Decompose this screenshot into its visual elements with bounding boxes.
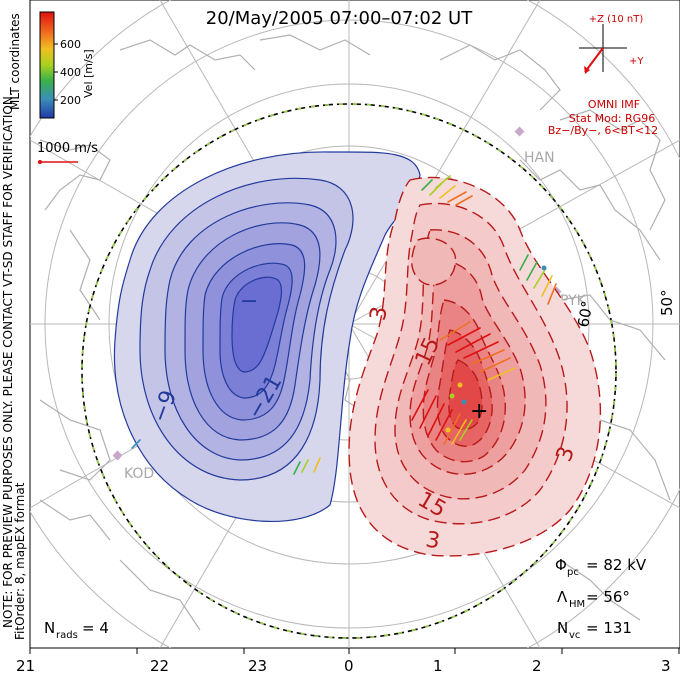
mlt-tick-23: 23 (248, 657, 267, 674)
imf-bz-label: +Z (10 nT) (589, 14, 644, 25)
nrads-stat: N rads = 4 (44, 619, 109, 641)
svg-text:= 131: = 131 (586, 619, 632, 637)
colorbar-label: Vel [m/s] (82, 49, 95, 98)
coordinates-label: MLT coordinates (8, 13, 22, 110)
imf-by-label: +Y (629, 56, 644, 67)
pos-maximum-label: + (470, 399, 488, 424)
svg-text:= 4: = 4 (82, 619, 109, 637)
svg-text:pc: pc (567, 567, 579, 578)
svg-text:HM: HM (569, 599, 585, 610)
colorbar-tick-400: 400 (60, 66, 81, 79)
colorbar (39, 11, 58, 119)
imf-vector-arrowhead (584, 66, 590, 74)
mlt-tick-0: 0 (344, 657, 354, 674)
svg-text:= 56°: = 56° (586, 588, 630, 606)
coastlines (39, 34, 671, 631)
colorbar-tick-600: 600 (60, 38, 81, 51)
imf-condition: Bz−/By−, 6<BT<12 (548, 124, 658, 137)
phi-pc-stat: Φ pc = 82 kV (555, 556, 647, 578)
pos-contour-label-3a: 3 (366, 305, 393, 323)
station-label-han: HAN (524, 150, 555, 166)
pos-contour-label-3c: 3 (424, 527, 442, 554)
lat-label-60: 60° (574, 299, 596, 328)
svg-text:Λ: Λ (557, 588, 568, 606)
svg-text:N: N (44, 619, 55, 637)
neg-minimum-label: − (240, 289, 258, 314)
lambda-hm-stat: Λ HM = 56° (557, 588, 630, 610)
mlt-tick-21: 21 (16, 657, 35, 674)
mlt-tick-3: 3 (661, 657, 671, 674)
imf-stat-model: Stat Mod: RG96 (569, 112, 655, 125)
mlt-tick-22: 22 (150, 657, 169, 674)
svg-text:Φ: Φ (555, 556, 567, 574)
velocity-vectors (131, 175, 557, 475)
reference-vector-origin (38, 160, 42, 164)
svg-text:vc: vc (569, 630, 580, 641)
preview-note: NOTE: FOR PREVIEW PURPOSES ONLY. PLEASE … (1, 92, 15, 628)
mlt-tick-2: 2 (532, 657, 542, 674)
heppner-maynard-boundary (81, 103, 617, 639)
svg-text:rads: rads (56, 630, 78, 641)
imf-source: OMNI IMF (588, 98, 640, 111)
positive-potential-cell (348, 176, 602, 557)
station-label-kod: KOD (124, 466, 154, 482)
lat-label-50: 50° (658, 289, 676, 316)
svg-text:N: N (557, 619, 568, 637)
mlt-axis (29, 648, 680, 654)
reference-vector-label: 1000 m/s (37, 141, 98, 156)
map-title: 20/May/2005 07:00–07:02 UT (206, 8, 473, 29)
svg-text:= 82 kV: = 82 kV (586, 556, 647, 574)
colorbar-tick-200: 200 (60, 94, 81, 107)
imf-vector-arrow (584, 47, 604, 73)
negative-potential-cell (113, 151, 421, 523)
mlt-tick-1: 1 (433, 657, 443, 674)
fitorder-note: FitOrder: 8, mapEX format (13, 482, 27, 640)
nvc-stat: N vc = 131 (557, 619, 632, 641)
